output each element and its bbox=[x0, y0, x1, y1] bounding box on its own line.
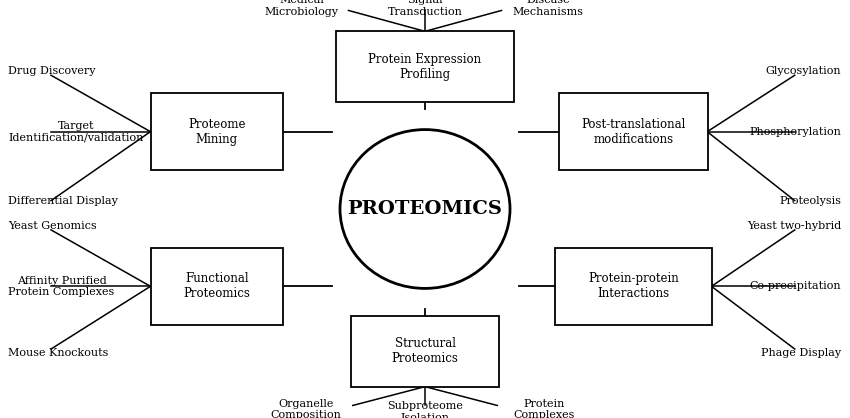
Text: Target
Identification/validation: Target Identification/validation bbox=[8, 121, 144, 143]
Text: Yeast Genomics: Yeast Genomics bbox=[8, 221, 97, 231]
Text: Functional
Proteomics: Functional Proteomics bbox=[184, 273, 250, 300]
Text: Protein
Complexes: Protein Complexes bbox=[513, 399, 575, 418]
Text: Protein Expression
Profiling: Protein Expression Profiling bbox=[368, 53, 482, 81]
FancyBboxPatch shape bbox=[554, 247, 711, 325]
FancyBboxPatch shape bbox=[350, 316, 499, 387]
Text: Proteome
Mining: Proteome Mining bbox=[188, 118, 246, 145]
Text: Subproteome
Isolation: Subproteome Isolation bbox=[387, 401, 463, 418]
FancyBboxPatch shape bbox=[559, 93, 707, 171]
Text: Post-translational
modifications: Post-translational modifications bbox=[581, 118, 685, 145]
Text: Disease
Mechanisms: Disease Mechanisms bbox=[513, 0, 584, 17]
FancyBboxPatch shape bbox=[151, 247, 282, 325]
Text: PROTEOMICS: PROTEOMICS bbox=[348, 200, 502, 218]
Text: Yeast two-hybrid: Yeast two-hybrid bbox=[747, 221, 842, 231]
FancyBboxPatch shape bbox=[336, 31, 514, 102]
Text: Drug Discovery: Drug Discovery bbox=[8, 66, 96, 76]
Text: Signal
Transduction: Signal Transduction bbox=[388, 0, 462, 17]
Text: Proteolysis: Proteolysis bbox=[779, 196, 842, 206]
Text: Structural
Proteomics: Structural Proteomics bbox=[392, 337, 458, 365]
Text: Glycosylation: Glycosylation bbox=[766, 66, 842, 76]
Text: Phosphorylation: Phosphorylation bbox=[750, 127, 842, 137]
Text: Affinity Purified
Protein Complexes: Affinity Purified Protein Complexes bbox=[8, 275, 115, 297]
Text: Organelle
Composition: Organelle Composition bbox=[270, 399, 342, 418]
Text: Mouse Knockouts: Mouse Knockouts bbox=[8, 348, 109, 358]
Ellipse shape bbox=[340, 130, 510, 288]
Text: Co-precipitation: Co-precipitation bbox=[750, 281, 842, 291]
FancyBboxPatch shape bbox=[151, 93, 282, 171]
Text: Medical
Microbiology: Medical Microbiology bbox=[264, 0, 339, 17]
Text: Protein-protein
Interactions: Protein-protein Interactions bbox=[588, 273, 678, 300]
Text: Differential Display: Differential Display bbox=[8, 196, 118, 206]
Text: Phage Display: Phage Display bbox=[762, 348, 842, 358]
